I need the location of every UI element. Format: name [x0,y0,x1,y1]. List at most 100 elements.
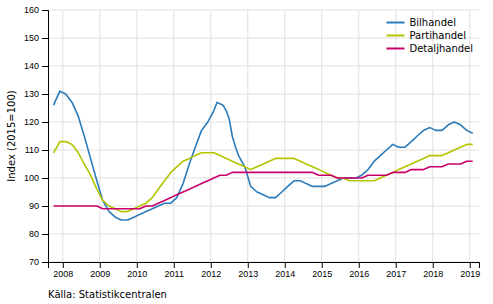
annotation: Källa: Statistikcentralen [48,289,167,300]
tick: 100 [24,173,48,183]
grid-line-x [358,10,359,262]
legend-item: Partihandel [386,30,466,41]
series-line [54,161,473,209]
tick: 2008 [53,262,73,279]
legend-item: Bilhandel [386,17,456,28]
tick-mark [211,262,212,268]
grid-line-x [284,10,285,262]
grid-line-y [48,10,479,11]
grid-line-x [321,10,322,262]
tick: 2016 [349,262,369,279]
legend-label: Detaljhandel [409,43,473,54]
tick: 2015 [312,262,332,279]
tick-label: 120 [24,117,39,127]
tick-mark [63,262,64,268]
tick: 2019 [460,262,480,279]
tick-mark [433,262,434,268]
tick-mark [42,10,48,11]
tick-mark [42,150,48,151]
axis-line [42,11,49,263]
tick-mark [470,262,471,268]
tick-mark [42,234,48,235]
tick-mark [42,178,48,179]
grid [48,10,479,262]
tick-label: 2017 [386,269,406,279]
grid-line-y [48,66,479,67]
tick: 80 [29,229,48,239]
tick: 2011 [165,262,184,279]
tick-label: 90 [29,201,39,211]
tick: 2010 [127,262,147,279]
tick-mark [137,262,138,268]
tick-mark [248,262,249,268]
tick: 150 [24,33,48,43]
tick: 160 [24,5,48,15]
grid-line-y [48,178,479,179]
tick-label: 2015 [312,269,332,279]
tick-label: 100 [24,173,39,183]
tick-label: 150 [24,33,39,43]
y-axis: 70 80 90 100 110 120 130 140 150 160 [24,5,49,267]
tick-mark [396,262,397,268]
tick: 2013 [238,262,258,279]
tick: 130 [24,89,48,99]
tick: 2014 [275,262,295,279]
tick-label: 2019 [460,269,480,279]
tick: 140 [24,61,48,71]
tick-label: 110 [25,145,39,155]
chart: 2008 2009 2010 2011 2012 2013 2014 2015 2016 2017… [0,0,493,304]
grid-line-y [48,206,479,207]
tick-label: 80 [29,229,39,239]
tick: 120 [24,117,48,127]
legend-label: Partihandel [409,30,466,41]
tick-mark [42,262,48,263]
tick-mark [359,262,360,268]
legend-swatch [386,22,404,24]
grid-line-x [173,10,174,262]
tick-mark [42,38,48,39]
tick-label: 70 [29,257,39,267]
tick-label: 2009 [90,269,110,279]
series-group [54,91,473,220]
tick-mark [42,206,48,207]
grid-line-x [99,10,100,262]
legend-swatch [386,35,404,37]
legend-swatch [386,48,404,50]
tick-label: 130 [24,89,39,99]
axis-line [49,263,480,269]
tick-mark [42,66,48,67]
tick-mark [100,262,101,268]
tick: 2017 [386,262,406,279]
tick-label: 2011 [165,269,184,279]
tick-mark [42,122,48,123]
grid-line-y [48,94,479,95]
tick-label: 140 [24,61,39,71]
tick: 2009 [90,262,110,279]
tick-label: 2018 [423,269,443,279]
grid-line-x [62,10,63,262]
tick-label: 2016 [349,269,369,279]
tick-mark [174,262,175,268]
tick-label: 2013 [238,269,258,279]
grid-line-x [210,10,211,262]
tick: 70 [29,257,48,267]
legend-label: Bilhandel [409,17,456,28]
tick-label: 2014 [275,269,295,279]
grid-line-y [48,150,479,151]
plot: 2008 2009 2010 2011 2012 2013 2014 2015 2016 2017… [24,5,480,279]
grid-line-y [48,234,479,235]
legend-item: Detaljhandel [386,43,473,54]
x-axis: 2008 2009 2010 2011 2012 2013 2014 2015 2016 2017… [49,262,481,279]
tick-mark [285,262,286,268]
grid-line-y [48,122,479,123]
y-axis-title: Index (2015=100) [6,90,17,182]
grid-line-x [247,10,248,262]
tick-label: 160 [24,5,39,15]
tick-label: 2010 [127,269,147,279]
tick-mark [42,94,48,95]
tick: 2012 [201,262,221,279]
tick-label: 2012 [201,269,221,279]
grid-line-x [136,10,137,262]
tick-mark [322,262,323,268]
tick: 110 [25,145,48,155]
